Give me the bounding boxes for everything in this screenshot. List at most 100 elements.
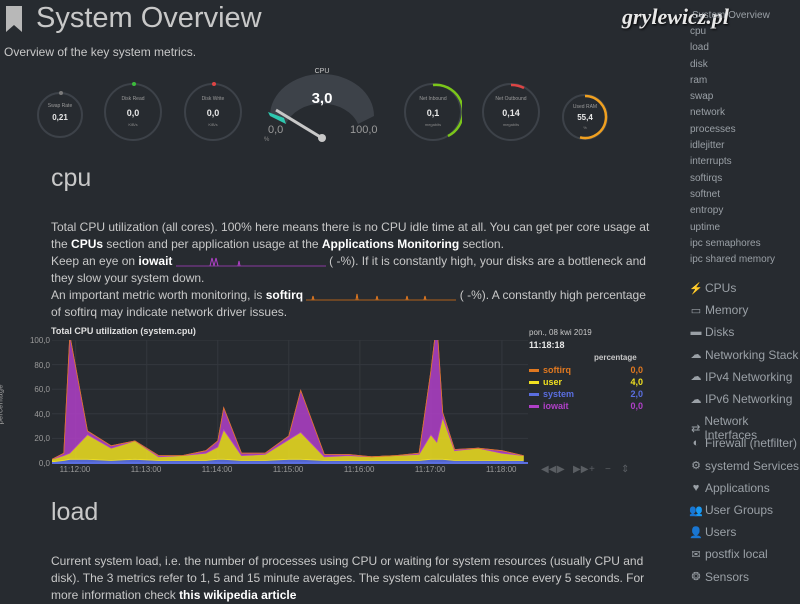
pan-left-button[interactable]: ◀◀	[541, 464, 556, 475]
resize-button[interactable]: ⇕	[621, 464, 629, 475]
sidebar-item-postfix-local[interactable]: ✉ postfix local	[689, 547, 768, 561]
sidebar-subitem-disk[interactable]: disk	[690, 57, 800, 73]
iowait-keyword: iowait	[138, 254, 172, 268]
sidebar-subitem-load[interactable]: load	[690, 40, 800, 56]
sidebar-subitem-swap[interactable]: swap	[690, 89, 800, 105]
softirq-sparkline[interactable]	[306, 289, 456, 301]
sidebar-subitem-processes[interactable]: processes	[690, 122, 800, 138]
disk-write-gauge[interactable]: Disk Write 0,0 KiB/s	[184, 83, 242, 141]
legend-swatch	[529, 393, 539, 396]
cpu-gauge[interactable]: CPU 3,0 0,0 100,0 %	[262, 66, 382, 146]
y-tick-label: 60,0	[22, 385, 50, 394]
zoom-in-button[interactable]: +	[589, 464, 595, 475]
gauge-value: 55,4	[564, 113, 606, 122]
sidebar-subitem-ipc-shared-memory[interactable]: ipc shared memory	[690, 252, 800, 268]
sidebar-subitem-ram[interactable]: ram	[690, 73, 800, 89]
sidebar-item-cpus[interactable]: ⚡ CPUs	[689, 281, 736, 295]
chart-date: pon., 08 kwi 2019	[529, 328, 592, 337]
legend-swatch	[529, 405, 539, 408]
memory-icon: ▭	[689, 304, 703, 317]
sidebar-item-label: Disks	[705, 325, 734, 339]
cpu-chart[interactable]	[52, 340, 528, 464]
load-section-heading: load	[51, 498, 98, 527]
legend-value: 0,0	[630, 365, 643, 375]
pan-right-button[interactable]: ▶▶	[573, 464, 588, 475]
gauge-unit: %	[564, 125, 606, 130]
legend-item-iowait[interactable]: iowait 0,0	[529, 400, 643, 412]
swap-rate-gauge[interactable]: Swap Rate 0,21	[37, 92, 83, 138]
sidebar-item-ipv4-networking[interactable]: ☁ IPv4 Networking	[689, 370, 792, 384]
sidebar-item-label: CPUs	[705, 281, 736, 295]
sidebar-item-disks[interactable]: ▬ Disks	[689, 325, 734, 339]
x-tick-label: 11:18:00	[486, 465, 517, 474]
legend-swatch	[529, 381, 539, 384]
x-tick-label: 11:12:00	[60, 465, 91, 474]
net-inbound-gauge[interactable]: Net Inbound 0,1 megabits	[404, 83, 462, 141]
sidebar-item-label: Sensors	[705, 570, 749, 584]
disk-read-gauge[interactable]: Disk Read 0,0 KiB/s	[104, 83, 162, 141]
cpus-link[interactable]: CPUs	[71, 237, 103, 251]
sidebar-item-firewall-netfilter-[interactable]: ◐ Firewall (netfilter)	[689, 436, 797, 450]
net-outbound-gauge[interactable]: Net Outbound 0,14 megabits	[482, 83, 540, 141]
sidebar-item-users[interactable]: 👤 Users	[689, 525, 736, 539]
legend-value: 0,0	[630, 401, 643, 411]
sidebar-item-memory[interactable]: ▭ Memory	[689, 303, 748, 317]
sidebar-item-ipv6-networking[interactable]: ☁ IPv6 Networking	[689, 392, 792, 406]
iowait-sparkline[interactable]	[176, 255, 326, 267]
sidebar-item-label: IPv4 Networking	[705, 370, 792, 384]
gears-icon: ⚙	[689, 459, 703, 472]
iowait-pct: ( -%). If it is constantly high, your di…	[329, 254, 564, 268]
legend-name: softirq	[543, 365, 630, 375]
sidebar-subitem-ipc-semaphores[interactable]: ipc semaphores	[690, 236, 800, 252]
bookmark-icon[interactable]	[4, 6, 24, 32]
legend-item-softirq[interactable]: softirq 0,0	[529, 364, 643, 376]
sidebar-subitem-network[interactable]: network	[690, 105, 800, 121]
used-ram-gauge[interactable]: Used RAM 55,4 %	[562, 94, 608, 140]
cpu-desc-text-end: section.	[463, 237, 504, 251]
sidebar-subitem-softirqs[interactable]: softirqs	[690, 171, 800, 187]
sidebar-subitem-idlejitter[interactable]: idlejitter	[690, 138, 800, 154]
page-title: System Overview	[36, 2, 262, 35]
legend-item-system[interactable]: system 2,0	[529, 388, 643, 400]
sidebar-item-user-groups[interactable]: 👥 User Groups	[689, 503, 773, 517]
sidebar-subitem-uptime[interactable]: uptime	[690, 220, 800, 236]
sidebar-item-systemd-services[interactable]: ⚙ systemd Services	[689, 459, 799, 473]
sidebar-item-label: Users	[705, 525, 736, 539]
sidebar-subitem-softnet[interactable]: softnet	[690, 187, 800, 203]
play-button[interactable]: ▶	[557, 464, 565, 475]
sidebar-subitem-interrupts[interactable]: interrupts	[690, 154, 800, 170]
gauge-dot	[59, 91, 63, 95]
legend-units: percentage	[594, 353, 637, 362]
gauge-label: Disk Read	[106, 96, 160, 102]
gauge-label: Disk Write	[186, 96, 240, 102]
gauge-value: 0,1	[406, 108, 460, 118]
cpu-gauge-max: 100,0	[350, 124, 378, 136]
sidebar-subitem-cpu[interactable]: cpu	[690, 24, 800, 40]
gauge-dot	[212, 82, 216, 86]
zoom-out-button[interactable]: −	[605, 464, 611, 475]
bolt-icon: ⚡	[689, 282, 703, 295]
sidebar-item-applications[interactable]: ♥ Applications	[689, 481, 770, 495]
applications-monitoring-link[interactable]: Applications Monitoring	[322, 237, 459, 251]
cpu-gauge-label: CPU	[262, 68, 382, 75]
iowait-text: Keep an eye on	[51, 254, 135, 268]
legend-value: 2,0	[630, 389, 643, 399]
sidebar-item-label: systemd Services	[705, 459, 799, 473]
legend-value: 4,0	[630, 377, 643, 387]
softirq-text: An important metric worth monitoring, is	[51, 288, 262, 302]
legend-item-user[interactable]: user 4,0	[529, 376, 643, 388]
wikipedia-link[interactable]: this wikipedia article	[179, 588, 296, 602]
gauge-value: 0,21	[39, 113, 81, 122]
gauge-label: Used RAM	[564, 104, 606, 110]
sidebar-item-label: Firewall (netfilter)	[705, 436, 797, 450]
sidebar-item-label: Networking Stack	[705, 348, 798, 362]
sidebar-subitem-entropy[interactable]: entropy	[690, 203, 800, 219]
sidebar-item-sensors[interactable]: ❂ Sensors	[689, 570, 749, 584]
load-description: Current system load, i.e. the number of …	[51, 553, 651, 604]
sidebar-active-item[interactable]: System Overview	[692, 10, 770, 21]
sidebar-item-label: User Groups	[705, 503, 773, 517]
sidebar-item-label: postfix local	[705, 547, 768, 561]
sidebar-item-networking-stack[interactable]: ☁ Networking Stack	[689, 348, 798, 362]
user-icon: 👤	[689, 526, 703, 539]
gauge-dot	[132, 82, 136, 86]
